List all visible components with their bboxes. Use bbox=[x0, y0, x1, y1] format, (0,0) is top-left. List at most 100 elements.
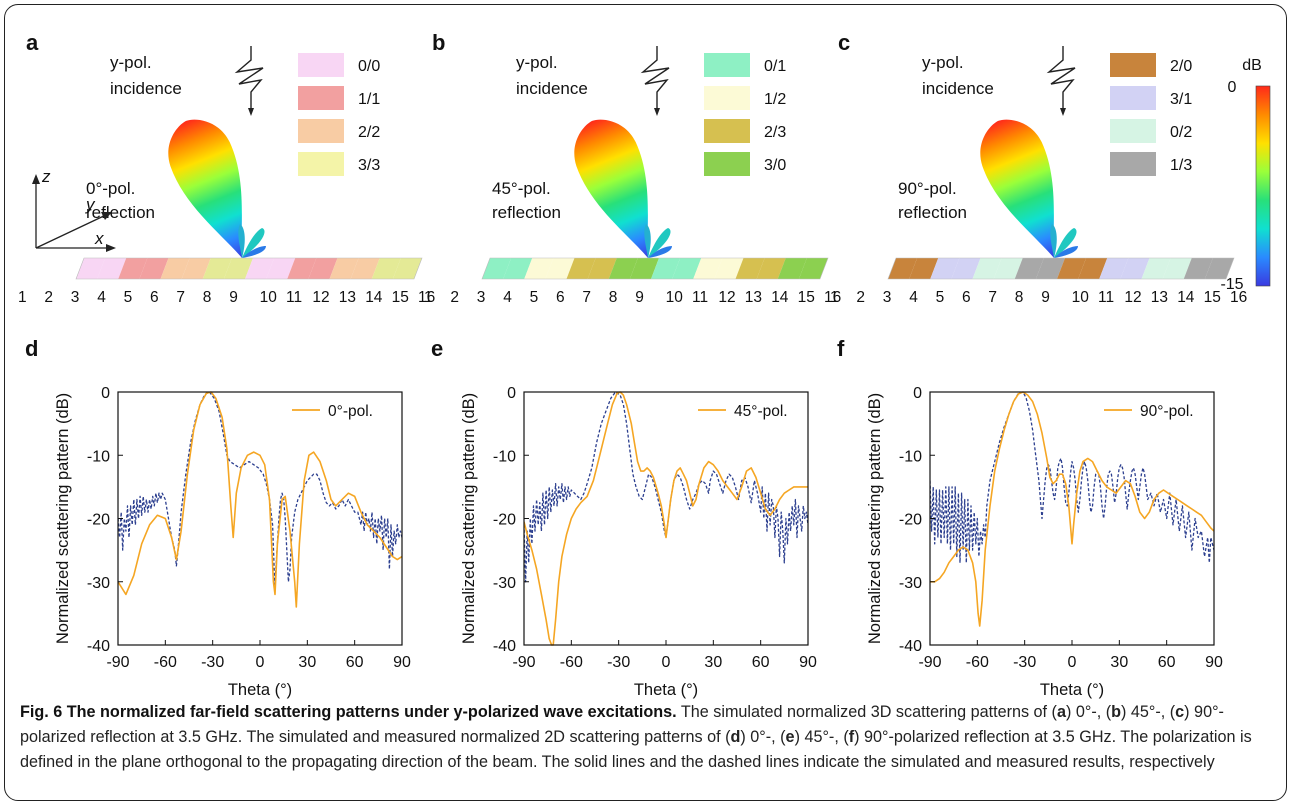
strip-cell bbox=[482, 258, 512, 279]
panel-letter: d bbox=[25, 336, 38, 361]
simulated-line bbox=[524, 391, 808, 646]
strip-cell bbox=[993, 258, 1023, 279]
x-axis-arrow bbox=[106, 244, 116, 252]
strip-cell bbox=[329, 258, 359, 279]
legend-swatch bbox=[1110, 119, 1156, 143]
incidence-label: y-pol. bbox=[922, 53, 964, 72]
strip-outline bbox=[887, 257, 1235, 280]
strip-tick-label: 9 bbox=[1041, 289, 1050, 306]
strip-tick-label: 2 bbox=[44, 289, 53, 306]
legend-label: 0/1 bbox=[764, 58, 786, 75]
strip-outline bbox=[481, 257, 829, 280]
y-axis-label: Normalized scattering pattern (dB) bbox=[460, 393, 478, 644]
y-axis-arrow bbox=[101, 212, 112, 220]
incidence-arrowhead bbox=[248, 108, 254, 116]
z-axis-label: z bbox=[41, 167, 51, 186]
strip-cell bbox=[1057, 258, 1087, 279]
y-tick-label: -10 bbox=[899, 448, 922, 465]
strip-tick-label: 11 bbox=[692, 289, 708, 306]
strip-cell bbox=[524, 258, 554, 279]
strip-tick-label: 3 bbox=[883, 289, 892, 306]
strip-cell bbox=[392, 258, 422, 279]
strip-tick-label: 3 bbox=[71, 289, 80, 306]
strip-tick-label: 1 bbox=[424, 289, 433, 306]
caption-panel-ref: a bbox=[1056, 703, 1066, 721]
figure-caption: Fig. 6 The normalized far-field scatteri… bbox=[20, 700, 1275, 775]
legend-label: 45°-pol. bbox=[734, 403, 788, 420]
strip-tick-label: 6 bbox=[962, 289, 971, 306]
beam-lobe bbox=[574, 119, 672, 258]
strip-tick-label: 7 bbox=[988, 289, 997, 306]
x-tick-label: 90 bbox=[1205, 654, 1223, 671]
legend-label: 0/0 bbox=[358, 58, 380, 75]
strip-tick-label: 8 bbox=[609, 289, 618, 306]
figure-graphics: a y-pol. incidence 0/0 1/1 2/2 3/3 0°-pol. refle… bbox=[18, 30, 1271, 699]
legend-swatch bbox=[298, 152, 344, 176]
legend-swatch bbox=[1110, 152, 1156, 176]
panel-letter: e bbox=[431, 336, 443, 361]
y-tick-label: -40 bbox=[899, 638, 922, 655]
legend-label: 2/2 bbox=[358, 124, 380, 141]
incidence-label: incidence bbox=[516, 79, 588, 98]
strip-tick-label: 12 bbox=[1124, 289, 1141, 306]
side-lobe bbox=[648, 246, 672, 258]
panel-b: b y-pol. incidence 0/1 1/2 2/3 3/0 45°-pol. refl… bbox=[424, 30, 841, 306]
strip-cell bbox=[798, 258, 828, 279]
strip-tick-label: 5 bbox=[530, 289, 539, 306]
y-tick-label: -30 bbox=[899, 575, 922, 592]
x-tick-label: -60 bbox=[560, 654, 583, 671]
measured-line bbox=[930, 391, 1214, 564]
simulated-line bbox=[930, 391, 1214, 627]
main-lobe-shape bbox=[574, 119, 648, 258]
caption-text: ) 0°-, ( bbox=[1065, 703, 1112, 721]
incidence-arrow bbox=[1046, 46, 1076, 112]
x-tick-label: 0 bbox=[662, 654, 671, 671]
x-tick-label: 0 bbox=[256, 654, 265, 671]
panel-letter: b bbox=[432, 30, 445, 55]
y-tick-label: -20 bbox=[899, 512, 922, 529]
x-tick-label: -90 bbox=[106, 654, 129, 671]
strip-cell bbox=[1099, 258, 1129, 279]
y-tick-label: 0 bbox=[913, 385, 922, 402]
x-tick-label: -30 bbox=[1013, 654, 1036, 671]
strip-tick-label: 6 bbox=[556, 289, 565, 306]
strip-cell bbox=[1035, 258, 1065, 279]
legend-label: 2/0 bbox=[1170, 58, 1192, 75]
series-group bbox=[524, 391, 808, 646]
caption-text: ) 0°-, ( bbox=[740, 728, 786, 746]
caption-text: ) 90°-polarized reflection at 3.5 GHz. T… bbox=[20, 703, 1224, 746]
y-tick-label: -40 bbox=[87, 638, 110, 655]
strip-tick-label: 4 bbox=[97, 289, 106, 306]
x-tick-label: -30 bbox=[201, 654, 224, 671]
y-tick-label: -30 bbox=[87, 575, 110, 592]
y-tick-label: -10 bbox=[87, 448, 110, 465]
x-axis-label: Theta (°) bbox=[1040, 681, 1104, 699]
strip-cell bbox=[651, 258, 681, 279]
strip-cell bbox=[735, 258, 765, 279]
strip-cell bbox=[287, 258, 317, 279]
reflection-label: reflection bbox=[898, 203, 967, 222]
legend-label: 1/1 bbox=[358, 91, 380, 108]
strip-cell bbox=[308, 258, 338, 279]
strip-cell bbox=[1014, 258, 1044, 279]
strip-cell bbox=[672, 258, 702, 279]
strip-cell bbox=[566, 258, 596, 279]
strip-tick-label: 4 bbox=[503, 289, 512, 306]
panel-letter: f bbox=[837, 336, 845, 361]
main-lobe bbox=[574, 119, 648, 258]
strip-cell bbox=[350, 258, 380, 279]
side-lobe bbox=[1050, 224, 1057, 258]
incidence-label: incidence bbox=[922, 79, 994, 98]
y-tick-label: -30 bbox=[493, 575, 516, 592]
side-lobe bbox=[242, 246, 266, 258]
legend-label: 3/3 bbox=[358, 157, 380, 174]
side-lobe bbox=[1054, 246, 1078, 258]
strip-tick-label: 14 bbox=[771, 289, 789, 306]
y-axis-label: y bbox=[85, 195, 96, 214]
legend-swatch bbox=[704, 119, 750, 143]
strip-cell bbox=[503, 258, 533, 279]
strip-cell bbox=[714, 258, 744, 279]
strip-tick-label: 13 bbox=[339, 289, 356, 306]
panel-letter: c bbox=[838, 30, 850, 55]
strip-cell bbox=[1183, 258, 1213, 279]
